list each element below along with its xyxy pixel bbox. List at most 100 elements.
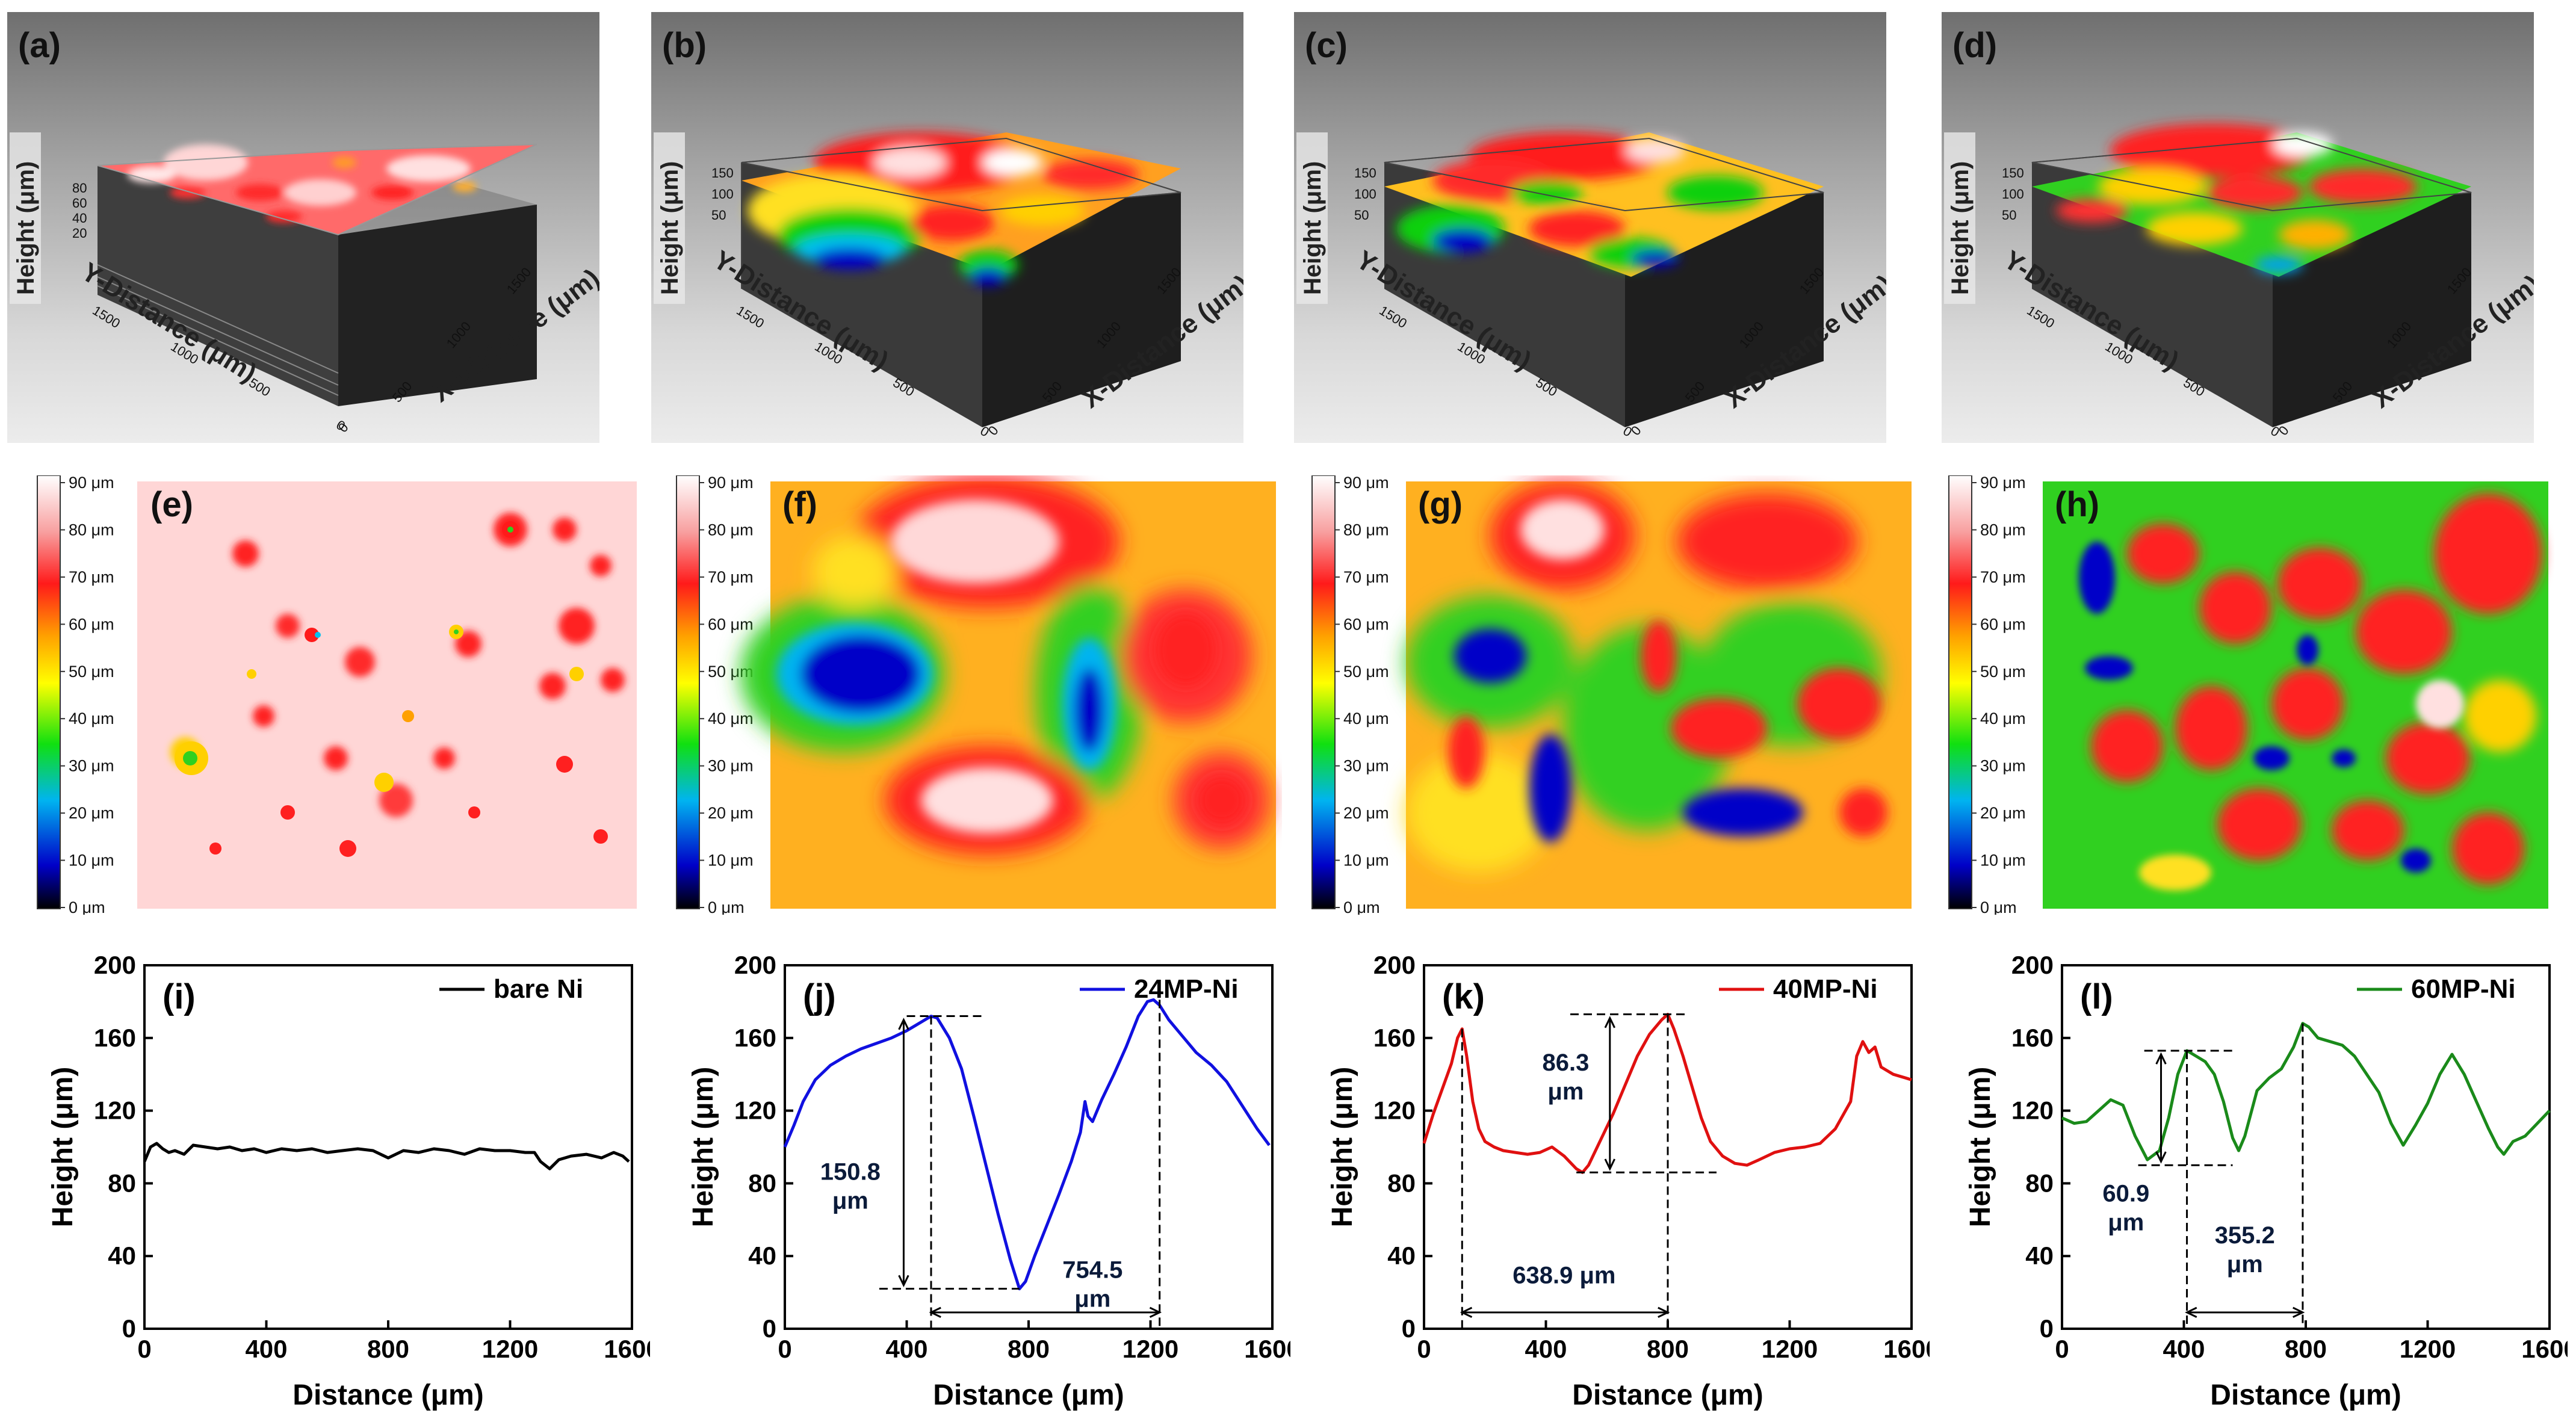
x-axis-title: Distance (μm) [933, 1379, 1124, 1411]
z-tick: 150 [1354, 165, 1376, 181]
colormap-plot: 90 μm 80 μm 70 μm 60 μm 50 μm 40 μm 30 μm 20 μm… [1311, 474, 1912, 917]
colorbar-tick-label: 10 μm [69, 852, 114, 870]
annotation-label: 150.8 [820, 1158, 881, 1185]
surface-3d-panel-c: 150 100 50 1500 1000 500 0 0 500 1000 15… [1294, 12, 1898, 443]
surface-3d-plot: 80 60 40 20 1500 1000 500 0 0 500 1000 1… [10, 26, 605, 435]
x-tick-label: 800 [1647, 1335, 1689, 1363]
colorbar-tick-label: 50 μm [69, 663, 114, 681]
annotation-label: μm [1547, 1078, 1584, 1105]
colorbar-tick-label: 90 μm [69, 475, 114, 492]
y-axis-title: Height (μm) [687, 1067, 719, 1228]
z-axis-label: Height (μm) [657, 161, 683, 295]
panel-label: (a) [18, 26, 61, 65]
colormap-plot: 90 μm 80 μm 70 μm 60 μm 50 μm 40 μm 30 μm 20 μm… [1948, 474, 2548, 917]
panel-label: (b) [662, 26, 707, 65]
z-tick: 80 [72, 181, 87, 196]
x-tick: 0 [2276, 423, 2292, 438]
colorbar-tick-label: 50 μm [1980, 663, 2026, 681]
panel-label: (k) [1442, 977, 1485, 1016]
annotation-label: 355.2 [2215, 1222, 2275, 1249]
annotation-label: μm [832, 1187, 868, 1214]
surface-3d-plot: 150 100 50 1500 1000 500 0 0 500 1000 15… [1296, 26, 1898, 440]
colormap-panel-g: 90 μm 80 μm 70 μm 60 μm 50 μm 40 μm 30 μm 20 μm… [1310, 474, 1918, 917]
colorbar-tick-label: 20 μm [69, 804, 114, 822]
panel-label: (g) [1418, 485, 1463, 524]
y-tick-label: 160 [1373, 1024, 1416, 1052]
y-tick-label: 120 [1373, 1096, 1416, 1125]
colorbar-tick-label: 0 μm [1980, 898, 2017, 915]
y-tick-label: 80 [1387, 1169, 1416, 1197]
colorbar [1948, 475, 1972, 909]
y-tick-label: 120 [2011, 1096, 2054, 1125]
x-tick-label: 0 [778, 1335, 791, 1363]
colorbar [676, 475, 700, 909]
y-tick-label: 200 [1373, 951, 1416, 979]
y-tick-label: 160 [2011, 1024, 2054, 1052]
colorbar-tick-label: 0 μm [708, 898, 745, 915]
x-tick-label: 1200 [1122, 1335, 1178, 1363]
z-axis-label: Height (μm) [13, 161, 39, 295]
legend-label: 60MP-Ni [2411, 974, 2516, 1004]
colorbar-tick-label: 70 μm [708, 568, 754, 586]
x-tick-label: 1200 [482, 1335, 538, 1363]
colorbar-tick-label: 90 μm [1343, 475, 1389, 492]
z-tick: 100 [2002, 187, 2024, 202]
y-tick-label: 80 [108, 1169, 136, 1197]
x-tick-label: 0 [2055, 1335, 2069, 1363]
colorbar-tick-label: 10 μm [1343, 852, 1389, 870]
surface-3d-panel-a: 80 60 40 20 1500 1000 500 0 0 500 1000 1… [7, 12, 605, 443]
panel-label: (c) [1305, 26, 1348, 65]
surface-3d-panel-d: 150 100 50 1500 1000 500 0 0 500 1000 15… [1942, 12, 2546, 443]
legend-label: 40MP-Ni [1773, 974, 1878, 1004]
annotation-label: μm [2108, 1210, 2144, 1236]
z-tick: 50 [1354, 208, 1369, 223]
z-tick: 100 [1354, 187, 1376, 202]
colorbar-tick-label: 80 μm [708, 521, 754, 539]
y-tick-label: 80 [748, 1169, 776, 1197]
series-line-60mp-ni [2061, 1022, 2551, 1161]
arrowhead [2293, 1306, 2305, 1319]
series-line-24mp-ni [783, 998, 1271, 1291]
colorbar-tick-label: 80 μm [69, 521, 114, 539]
colorbar-tick-label: 40 μm [1980, 710, 2026, 728]
colorbar-tick-label: 30 μm [1980, 757, 2026, 775]
colorbar [37, 475, 61, 909]
annotation-label: μm [1074, 1285, 1110, 1312]
panel-label: (f) [782, 485, 817, 524]
x-tick-label: 400 [2163, 1335, 2205, 1363]
z-tick: 150 [2002, 165, 2024, 181]
colormap-panel-f: 90 μm 80 μm 70 μm 60 μm 50 μm 40 μm 30 μm 20 μm… [674, 474, 1282, 917]
panel-label: (d) [1952, 26, 1997, 65]
colorbar [1311, 475, 1336, 909]
colorbar-tick-label: 70 μm [1343, 568, 1389, 586]
y-tick-label: 0 [1402, 1314, 1416, 1343]
surface-3d-plot: 150 100 50 1500 1000 500 0 0 500 1000 15… [1944, 26, 2546, 440]
plot-frame [143, 964, 633, 1330]
colorbar-tick-label: 70 μm [1980, 568, 2026, 586]
arrowhead [2185, 1306, 2197, 1319]
panel-label: (h) [2055, 485, 2099, 524]
colorbar-tick-label: 30 μm [69, 757, 114, 775]
x-tick: 0 [985, 423, 1002, 438]
z-axis-label: Height (μm) [1947, 161, 1974, 295]
panel-label: (e) [150, 485, 193, 524]
panel-label: (l) [2080, 977, 2113, 1016]
y-axis-title: Height (μm) [1327, 1067, 1358, 1228]
y-tick-label: 200 [734, 951, 776, 979]
arrowhead [1604, 1016, 1615, 1028]
colorbar-tick-label: 0 μm [69, 898, 105, 915]
colorbar-tick-label: 60 μm [708, 615, 754, 633]
y-axis-title: Height (μm) [1965, 1067, 1996, 1228]
y-tick-label: 160 [94, 1024, 136, 1052]
panel-label: (j) [803, 977, 836, 1016]
colormap-panel-h: 90 μm 80 μm 70 μm 60 μm 50 μm 40 μm 30 μm 20 μm… [1946, 474, 2554, 917]
arrowhead [1149, 1306, 1162, 1319]
y-tick-label: 40 [2025, 1241, 2054, 1270]
colorbar-ticks: 90 μm 80 μm 70 μm 60 μm 50 μm 40 μm 30 μm 20 μm… [60, 474, 114, 917]
x-axis-title: Distance (μm) [2210, 1379, 2401, 1411]
